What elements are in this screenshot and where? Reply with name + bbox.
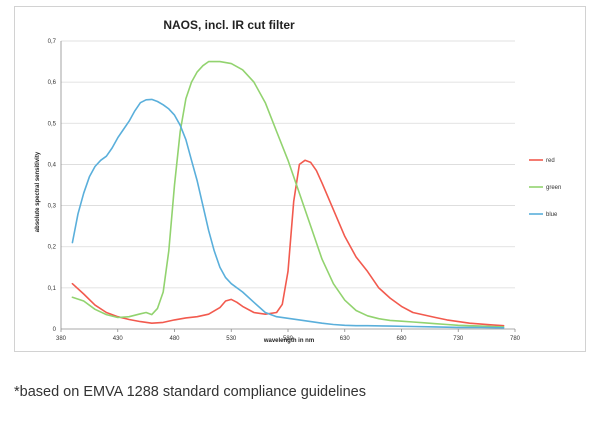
tick-labels: 0 0,1 0,2 0,3 0,4 0,5 0,6 0,7 380 430 480 530 580 630… bbox=[48, 39, 521, 342]
x-tick-label: 780 bbox=[510, 336, 521, 342]
y-tick-label: 0,6 bbox=[48, 80, 57, 86]
footnote: *based on EMVA 1288 standard compliance … bbox=[14, 384, 366, 400]
chart-title: NAOS, incl. IR cut filter bbox=[163, 18, 295, 32]
y-tick-label: 0,2 bbox=[48, 245, 57, 251]
legend: red green blue bbox=[529, 158, 561, 218]
y-tick-label: 0,4 bbox=[48, 162, 57, 168]
y-tick-label: 0,7 bbox=[48, 39, 57, 45]
x-tick-label: 480 bbox=[169, 336, 180, 342]
x-axis-title: wavelength in nm bbox=[263, 338, 314, 344]
legend-label-blue: blue bbox=[546, 212, 558, 218]
series-line-blue bbox=[71, 98, 505, 329]
chart-frame: NAOS, incl. IR cut filter 0 0,1 0,2 0,3 0,4 0… bbox=[14, 6, 586, 352]
grid-lines bbox=[61, 40, 515, 289]
x-tick-label: 630 bbox=[340, 336, 351, 342]
series-line-red bbox=[71, 159, 505, 327]
y-tick-label: 0,3 bbox=[48, 204, 57, 210]
series-line-green bbox=[71, 60, 505, 328]
y-tick-label: 0,1 bbox=[48, 286, 57, 292]
series-lines bbox=[71, 60, 505, 329]
x-tick-label: 680 bbox=[396, 336, 407, 342]
y-tick-label: 0,5 bbox=[48, 121, 57, 127]
x-tick-label: 730 bbox=[453, 336, 464, 342]
legend-label-red: red bbox=[546, 158, 555, 164]
x-tick-label: 580 bbox=[283, 336, 294, 342]
axes bbox=[60, 41, 516, 332]
y-axis-title: absolute spectral sensitivity bbox=[35, 151, 41, 232]
sensitivity-chart: NAOS, incl. IR cut filter 00,10,20,30,40… bbox=[35, 18, 561, 344]
x-tick-label: 380 bbox=[56, 336, 67, 342]
legend-label-green: green bbox=[546, 185, 561, 191]
x-tick-label: 530 bbox=[226, 336, 237, 342]
x-tick-label: 430 bbox=[113, 336, 124, 342]
y-tick-label: 0 bbox=[53, 327, 57, 333]
